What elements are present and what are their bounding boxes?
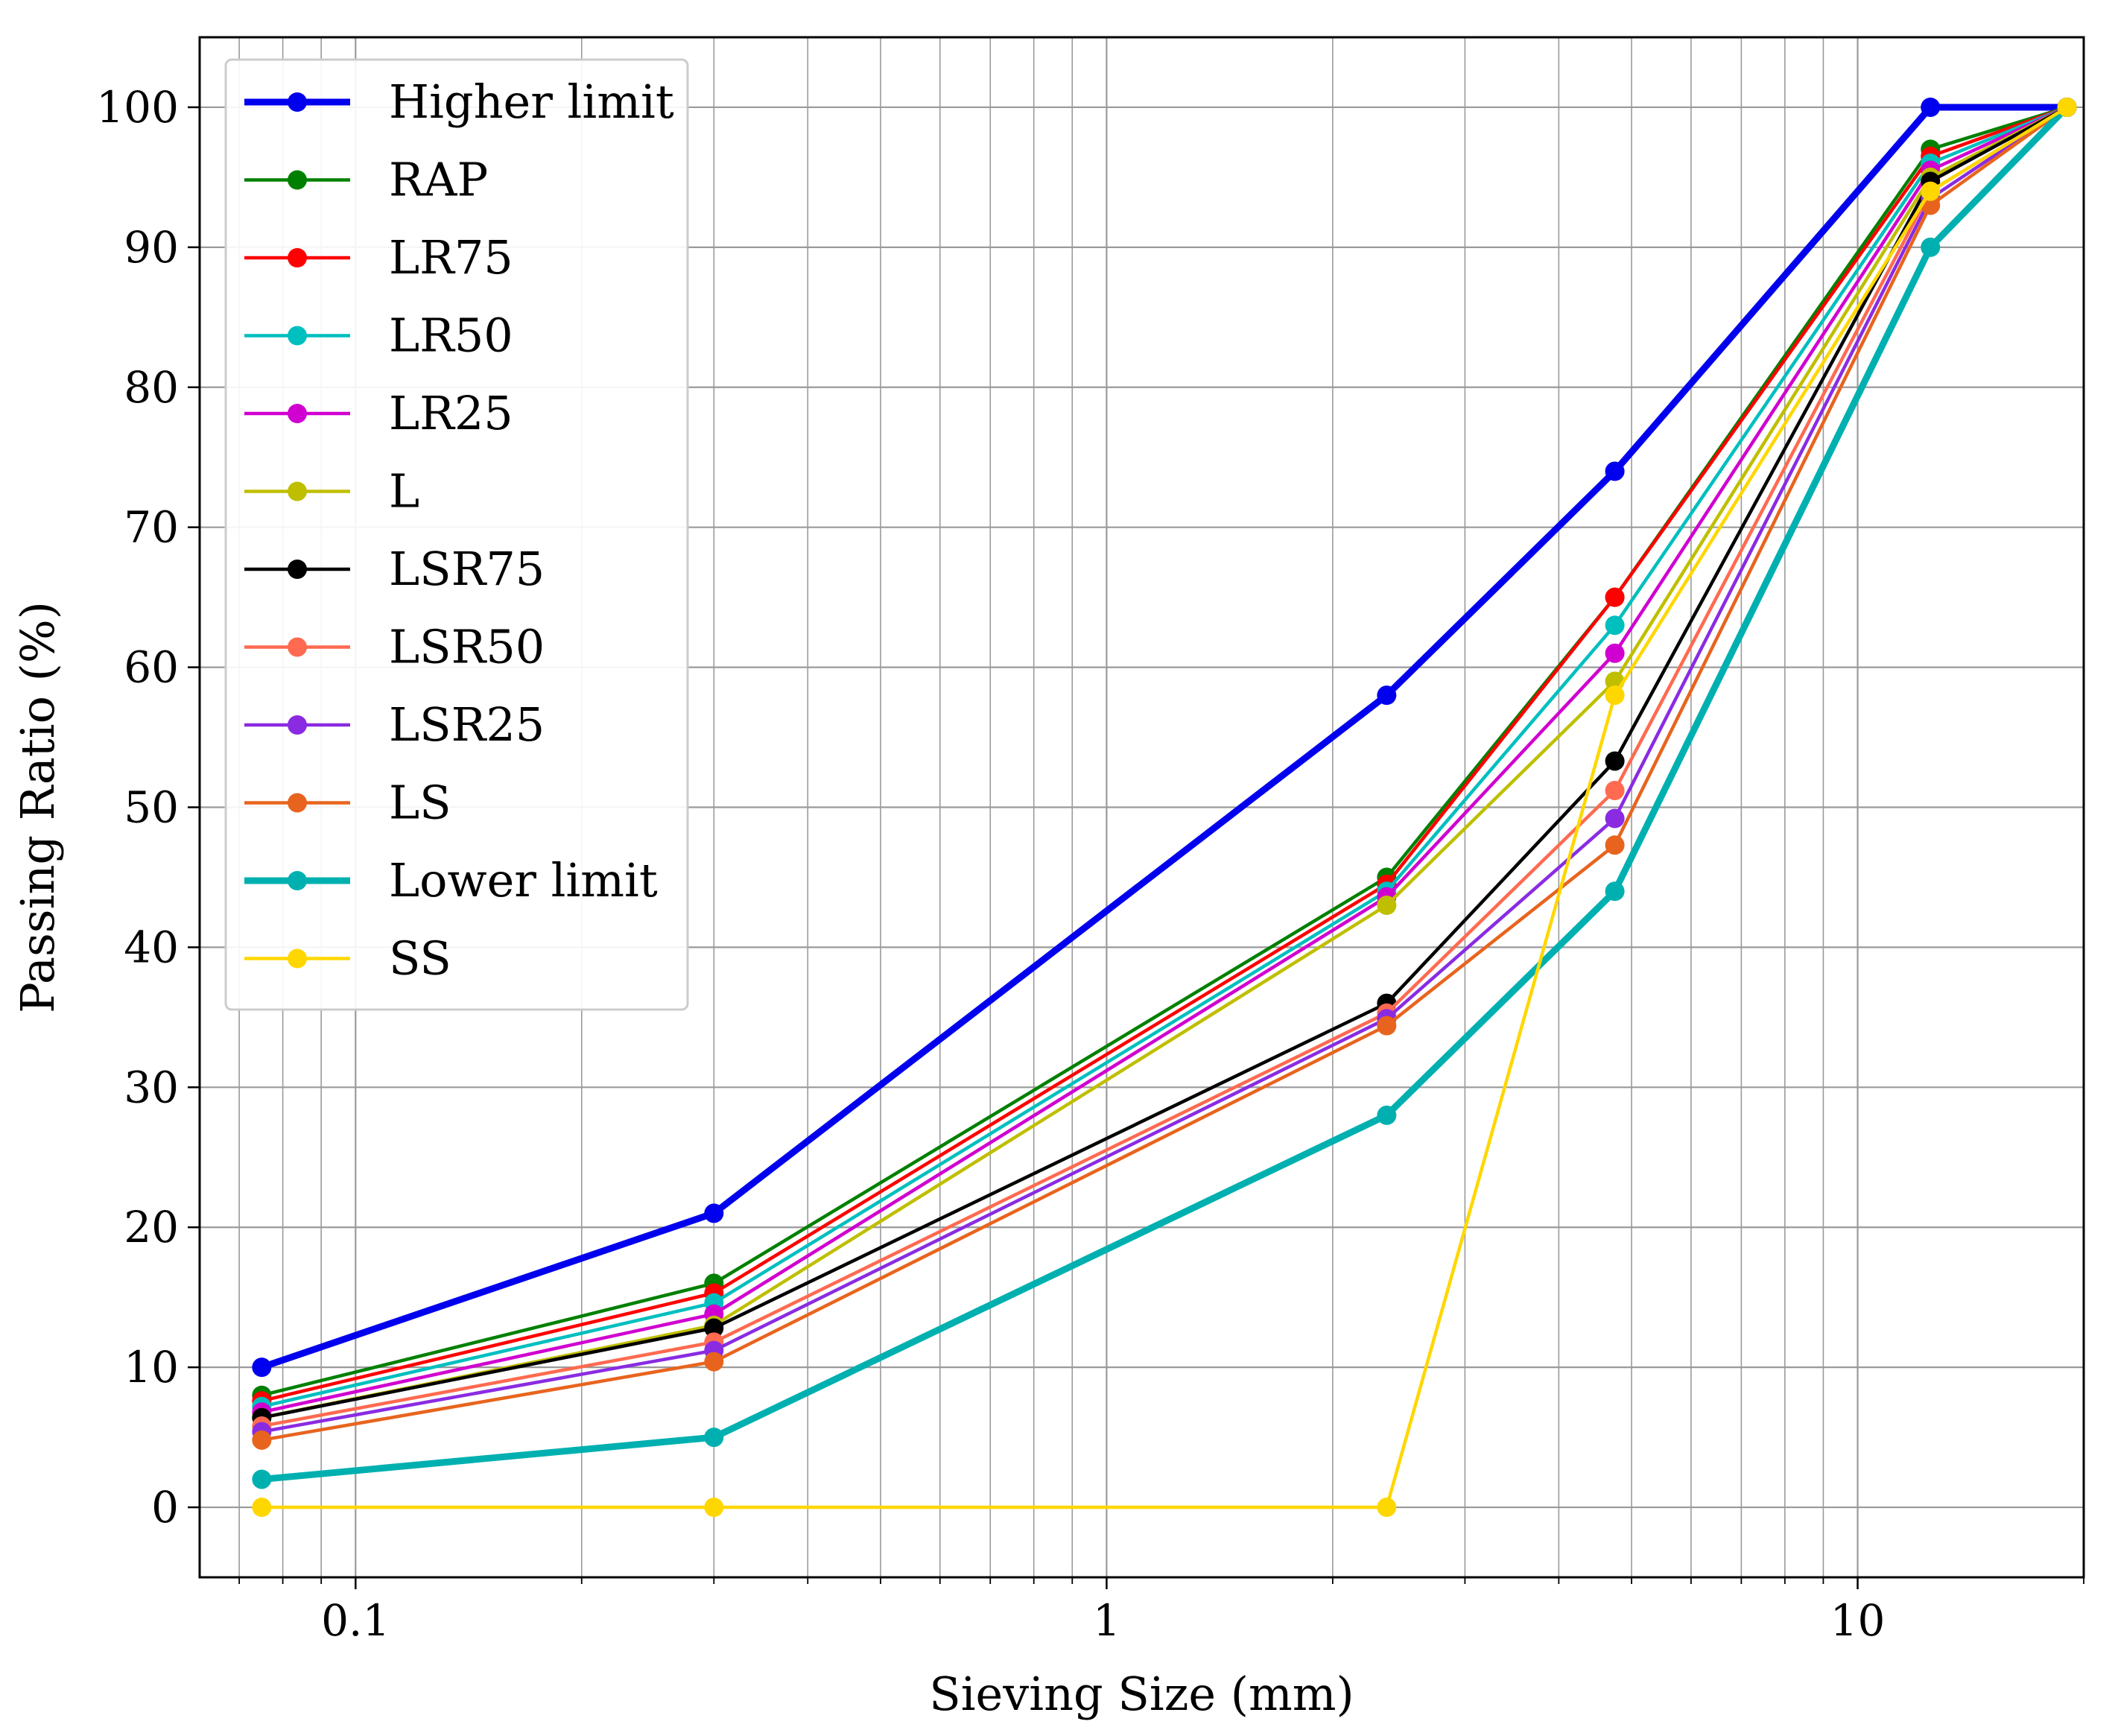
legend-label: LR25 — [389, 386, 513, 440]
series-line — [261, 105, 2068, 1408]
x-tick-label: 10 — [1830, 1595, 1886, 1646]
data-point — [1605, 615, 1625, 636]
data-point — [1921, 97, 1941, 117]
plot-frame — [198, 36, 2085, 1579]
y-tick-label: 90 — [124, 222, 179, 273]
legend-label: L — [389, 464, 419, 519]
data-point — [1605, 780, 1625, 800]
legend-marker — [288, 326, 307, 346]
series-line — [261, 106, 2068, 1434]
legend-marker — [288, 404, 307, 423]
series-line — [261, 104, 2070, 1483]
series-group — [252, 97, 2077, 1518]
data-point — [704, 1352, 724, 1372]
data-point — [1605, 461, 1625, 481]
legend-item: LSR75 — [244, 542, 545, 596]
series-line — [261, 106, 2068, 1442]
legend-item: LR75 — [244, 230, 513, 285]
legend: Higher limit RAP LR75 LR50 LR25 L LSR75 LSR50 LS… — [224, 58, 689, 1011]
legend-label: LSR25 — [389, 697, 545, 752]
legend-marker — [288, 871, 307, 890]
legend-item: Higher limit — [244, 75, 674, 129]
legend-marker — [288, 248, 307, 267]
legend-marker — [288, 481, 307, 501]
y-tick-label: 0 — [151, 1482, 179, 1533]
series-ls — [252, 97, 2077, 1450]
y-tick-label: 60 — [124, 642, 179, 693]
series-line — [261, 105, 2068, 1403]
y-tick-label: 30 — [124, 1062, 179, 1112]
data-point — [704, 1428, 724, 1448]
data-point — [1377, 1105, 1397, 1125]
legend-item: LR25 — [244, 386, 513, 440]
data-point — [1921, 237, 1941, 257]
legend-item: LR50 — [244, 308, 513, 363]
legend-label: SS — [389, 931, 451, 986]
data-point — [1921, 181, 1941, 201]
legend-item: LS — [244, 776, 451, 830]
legend-item: LSR50 — [244, 620, 545, 674]
legend-label: LR50 — [389, 308, 513, 363]
legend-item: L — [244, 464, 419, 519]
legend-label: LSR50 — [389, 620, 545, 674]
data-point — [1605, 881, 1625, 902]
legend-label: Higher limit — [389, 75, 674, 129]
legend-marker — [288, 793, 307, 813]
legend-label: LS — [389, 776, 451, 830]
legend-marker — [288, 948, 307, 969]
series-line — [261, 105, 2068, 1420]
y-tick-label: 100 — [96, 82, 179, 133]
legend-marker — [288, 560, 307, 579]
y-tick-label: 40 — [124, 922, 179, 972]
legend-item: Lower limit — [244, 853, 658, 907]
y-tick-label: 50 — [124, 782, 179, 833]
data-point — [252, 1498, 272, 1518]
data-point — [1605, 835, 1625, 855]
data-point — [1605, 808, 1625, 829]
data-point — [1377, 685, 1397, 706]
x-tick-label: 0.1 — [321, 1595, 390, 1646]
series-line — [261, 105, 2068, 1397]
series-line — [261, 106, 2068, 1420]
y-tick-label: 70 — [124, 502, 179, 553]
legend-label: Lower limit — [389, 853, 658, 907]
legend-item: LSR25 — [244, 697, 545, 752]
data-point — [1377, 1498, 1397, 1518]
y-tick-label: 10 — [124, 1342, 179, 1393]
data-point — [252, 1430, 272, 1450]
data-point — [1605, 685, 1625, 706]
data-point — [704, 1203, 724, 1223]
legend-marker — [288, 170, 307, 190]
legend-item: RAP — [244, 153, 488, 207]
legend-marker — [288, 637, 307, 657]
data-point — [1605, 587, 1625, 607]
data-point — [2057, 97, 2077, 117]
series-ss — [252, 97, 2077, 1518]
data-point — [704, 1318, 724, 1338]
data-point — [252, 1358, 272, 1378]
data-point — [704, 1498, 724, 1518]
legend-marker — [288, 715, 307, 735]
data-point — [1605, 643, 1625, 663]
data-point — [252, 1469, 272, 1489]
legend-marker — [288, 92, 307, 112]
y-axis-label: Passing Ratio (%) — [10, 601, 65, 1013]
x-axis-label: Sieving Size (mm) — [929, 1667, 1354, 1721]
legend-box — [224, 58, 689, 1011]
y-tick-label: 80 — [124, 362, 179, 413]
series-line — [261, 105, 2068, 1414]
data-point — [1377, 1016, 1397, 1036]
x-tick-label: 1 — [1093, 1595, 1120, 1646]
legend-label: LSR75 — [389, 542, 545, 596]
legend-label: RAP — [389, 153, 488, 207]
data-point — [1377, 896, 1397, 916]
legend-label: LR75 — [389, 230, 513, 285]
data-point — [1605, 751, 1625, 771]
legend-item: SS — [244, 931, 451, 986]
series-line — [261, 106, 2068, 1510]
y-tick-label: 20 — [124, 1202, 179, 1252]
series-line — [260, 104, 2067, 1371]
